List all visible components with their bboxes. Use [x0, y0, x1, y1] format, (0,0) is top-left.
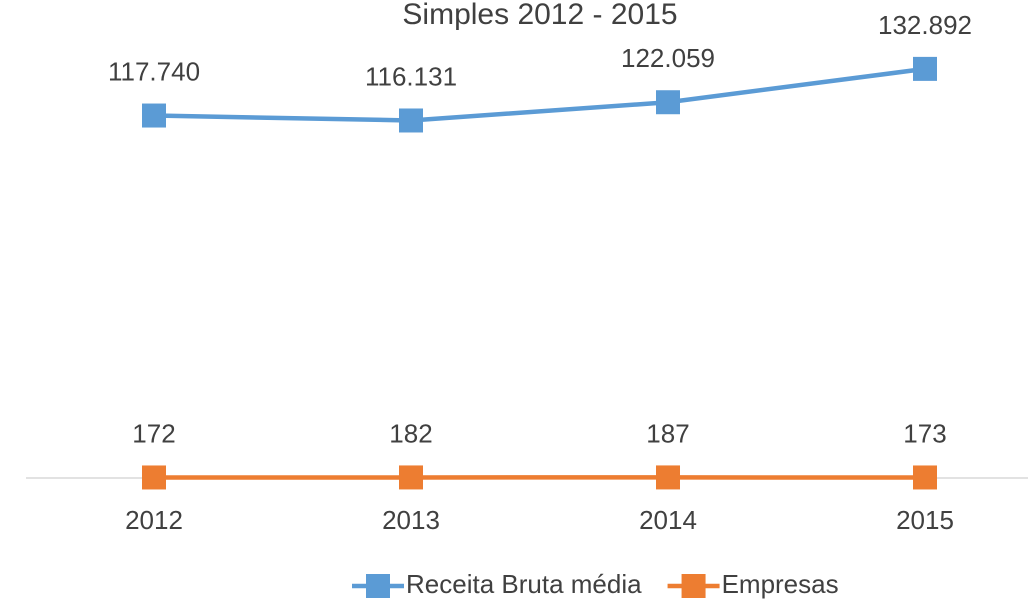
data-label: 116.131 — [365, 61, 457, 91]
marker — [399, 108, 423, 133]
data-label: 182 — [389, 418, 432, 448]
data-label: 173 — [903, 418, 946, 448]
marker — [913, 56, 937, 81]
data-label: 122.059 — [621, 43, 715, 73]
legend-marker — [681, 574, 706, 598]
marker — [656, 90, 680, 115]
marker — [399, 465, 423, 490]
marker — [142, 103, 166, 128]
x-tick-label: 2015 — [896, 505, 954, 535]
marker — [142, 465, 166, 490]
x-tick-label: 2014 — [639, 505, 697, 535]
x-tick-label: 2012 — [125, 505, 183, 535]
chart-title: Simples 2012 - 2015 — [402, 0, 677, 31]
legend-label: Receita Bruta média — [406, 569, 642, 599]
legend-label: Empresas — [722, 569, 839, 599]
marker — [913, 465, 937, 490]
x-tick-label: 2013 — [382, 505, 440, 535]
series-line — [153, 66, 926, 123]
data-label: 117.740 — [108, 56, 200, 86]
marker — [656, 465, 680, 490]
legend-marker — [366, 574, 390, 598]
data-label: 187 — [646, 418, 689, 448]
data-label: 132.892 — [878, 10, 972, 40]
data-label: 172 — [132, 418, 175, 448]
